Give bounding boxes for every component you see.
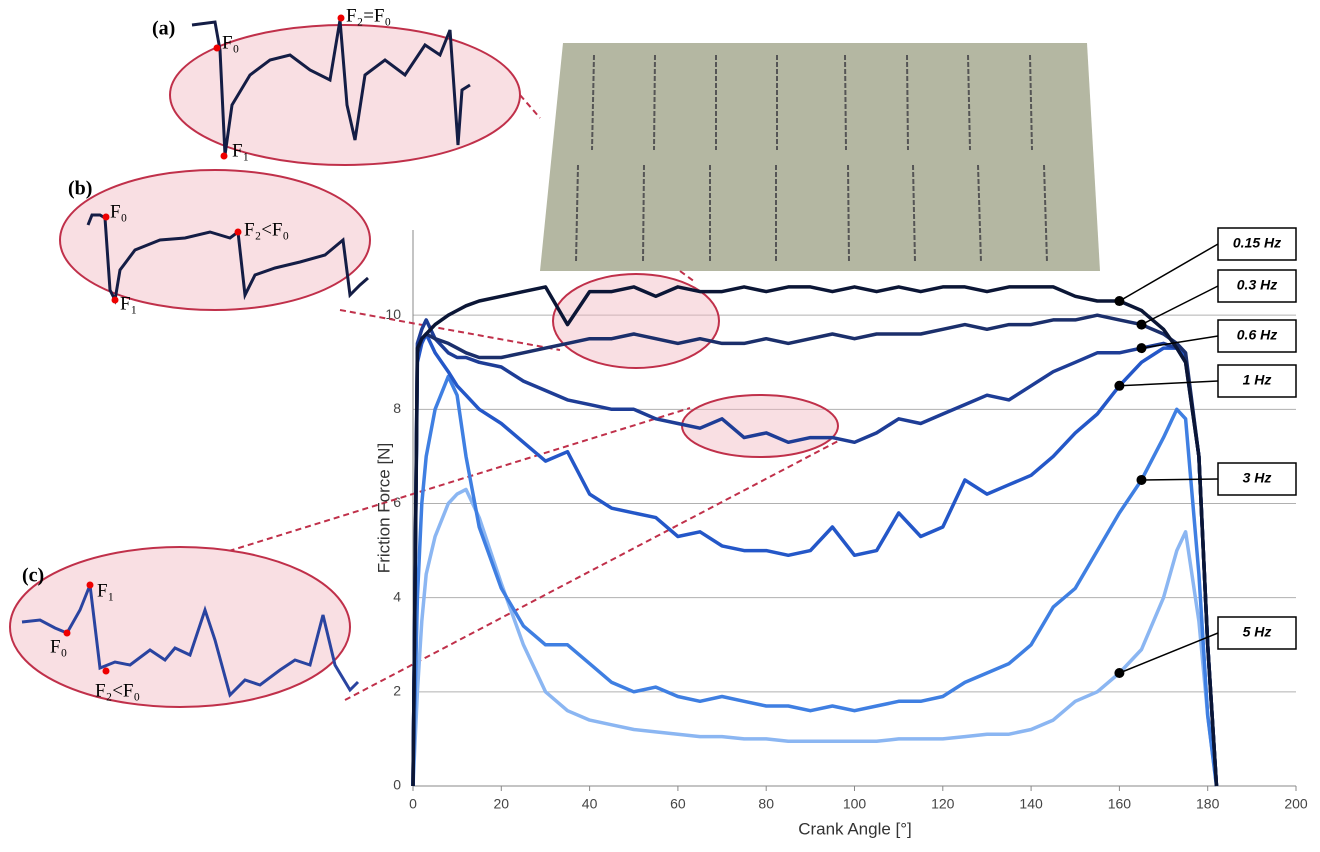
legend-box — [1217, 269, 1297, 303]
legend-box — [1217, 462, 1297, 496]
legend-pointer — [1119, 632, 1219, 674]
series-line — [411, 285, 1219, 787]
legend-box — [1217, 616, 1297, 650]
series-line — [411, 487, 1219, 787]
y-tick-label: 6 — [393, 494, 401, 510]
x-tick-label: 60 — [670, 796, 686, 812]
y-axis-label: Friction Force [N] — [374, 443, 393, 573]
series-line — [411, 332, 1219, 787]
x-tick-label: 140 — [1019, 796, 1043, 812]
point-label: F₀ — [110, 201, 127, 222]
inset-c: (c) F₀ F₁ F₂<F₀ — [9, 546, 360, 708]
x-tick-label: 100 — [843, 796, 867, 812]
legend-dot — [1114, 668, 1125, 678]
y-tick-label: 0 — [393, 777, 401, 793]
legend-label: 0.6 Hz — [1237, 327, 1277, 343]
legend-label: 1 Hz — [1243, 372, 1272, 388]
x-tick-label: 0 — [409, 796, 417, 812]
legend-pointer — [1141, 478, 1219, 481]
point-label: F₂<F₀ — [95, 680, 140, 701]
y-tick-label: 4 — [393, 588, 401, 604]
x-tick-label: 20 — [494, 796, 510, 812]
legend-dot — [1136, 319, 1147, 330]
point-label: F₁ — [232, 140, 249, 161]
legend-box — [1217, 364, 1297, 398]
legend-pointer — [1141, 335, 1219, 349]
legend-pointer — [1119, 243, 1219, 302]
y-tick-label: 2 — [393, 683, 401, 699]
inset-a: (a) F₀ F₁ F₂=F₀ — [152, 5, 521, 166]
panel-label: (a) — [152, 18, 175, 40]
legend: 0.15 Hz 0.3 Hz 0.6 Hz 1 Hz 3 Hz 5 Hz — [1114, 227, 1297, 678]
inset-connectors — [199, 94, 841, 701]
x-tick-label: 80 — [758, 796, 774, 812]
legend-label: 5 Hz — [1243, 624, 1272, 640]
legend-box — [1217, 227, 1297, 261]
series-line — [411, 318, 1219, 787]
panel-label: (c) — [22, 565, 44, 587]
point-label: F₁ — [120, 293, 137, 314]
point-label: F₀ — [50, 636, 67, 657]
x-tick-label: 120 — [931, 796, 955, 812]
point-label: F₀ — [222, 32, 239, 53]
legend-dot — [1136, 474, 1147, 485]
panel-label: (b) — [68, 178, 92, 200]
legend-pointer — [1119, 380, 1219, 387]
legend-label: 0.3 Hz — [1237, 277, 1277, 293]
legend-dot — [1136, 343, 1147, 354]
point-label: F₁ — [97, 580, 114, 601]
legend-dot — [1114, 380, 1125, 391]
legend-box — [1217, 319, 1297, 353]
surface-photo — [540, 43, 1100, 271]
point-label: F₂<F₀ — [244, 219, 289, 240]
series-line — [411, 374, 1219, 787]
legend-label: 0.15 Hz — [1233, 235, 1281, 251]
x-tick-label: 180 — [1196, 796, 1220, 812]
inset-b: (b) F₀ F₁ F₂<F₀ — [59, 169, 371, 314]
legend-pointer — [1141, 285, 1219, 326]
y-tick-label: 10 — [385, 306, 401, 322]
point-label: F₂=F₀ — [346, 5, 391, 26]
inset-highlights — [552, 273, 839, 458]
plot — [411, 285, 1219, 787]
x-tick-label: 200 — [1284, 796, 1308, 812]
legend-label: 3 Hz — [1243, 470, 1272, 486]
y-tick-label: 8 — [393, 400, 401, 416]
x-axis-label: Crank Angle [°] — [798, 819, 912, 838]
legend-dot — [1114, 296, 1125, 307]
x-tick-label: 160 — [1108, 796, 1132, 812]
x-tick-label: 40 — [582, 796, 598, 812]
series-line — [411, 313, 1219, 787]
